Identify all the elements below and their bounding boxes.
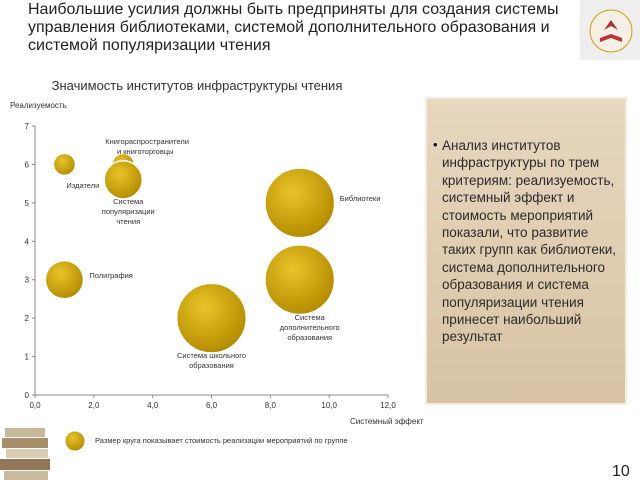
chart-title: Значимость институтов инфраструктуры чте… <box>52 78 343 93</box>
x-tick-label: 8,0 <box>265 401 277 410</box>
y-tick-label: 3 <box>25 276 30 285</box>
x-axis-label: Системный эффект <box>350 417 424 426</box>
legend-bubble <box>64 430 86 452</box>
bubble-label: Книгораспространители и книготорговцы <box>105 137 189 157</box>
bubble-label: Издатели <box>66 181 100 191</box>
x-tick-label: 6,0 <box>206 401 218 410</box>
y-axis-label: Реализуемость <box>10 101 67 110</box>
x-tick-label: 10,0 <box>321 401 337 410</box>
panel-text: Анализ институтов инфраструктуры по трем… <box>442 138 617 345</box>
bullet: • <box>433 137 438 152</box>
x-tick-label: 2,0 <box>88 401 100 410</box>
bubble <box>264 244 336 316</box>
bubble <box>52 152 77 177</box>
bubble <box>103 159 144 200</box>
legend-note: Размер круга показывает стоимость реализ… <box>95 436 348 445</box>
y-tick-label: 6 <box>25 160 30 169</box>
bubble-label: Система популяризации чтения <box>101 196 155 226</box>
panel <box>425 97 627 405</box>
bubble <box>175 282 248 354</box>
bubble-label: Система школьного образования <box>176 351 247 371</box>
x-tick-label: 12,0 <box>380 401 396 410</box>
bubble-label: Система дополнительного образования <box>279 312 340 342</box>
y-tick-label: 2 <box>25 314 30 323</box>
slide-title: Наибольшие усилия должны быть предпринят… <box>28 1 559 54</box>
logo <box>589 9 633 53</box>
x-tick-label: 0,0 <box>29 401 41 410</box>
bubble <box>44 259 85 300</box>
books-icon <box>0 428 50 480</box>
x-tick-label: 4,0 <box>147 401 159 410</box>
y-tick-label: 7 <box>25 122 30 131</box>
y-tick-label: 5 <box>25 199 30 208</box>
y-tick-label: 4 <box>25 237 30 246</box>
bubble-label: Полиграфия <box>89 270 133 280</box>
bubble-label: Библиотеки <box>339 193 381 203</box>
y-tick-label: 0 <box>25 391 30 400</box>
bubble <box>264 167 336 239</box>
page-number: 10 <box>612 463 630 480</box>
y-tick-label: 1 <box>25 353 30 362</box>
